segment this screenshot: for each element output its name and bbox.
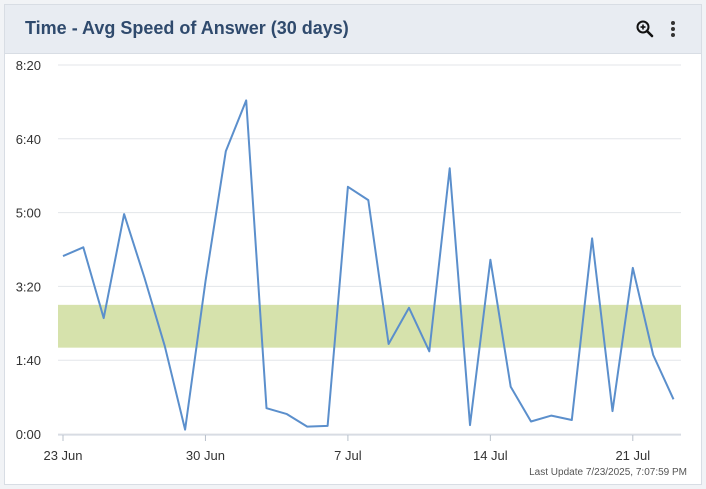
target-band	[58, 304, 681, 348]
x-tick-label: 7 Jul	[334, 448, 362, 463]
y-tick-label: 6:40	[16, 132, 41, 147]
widget-title: Time - Avg Speed of Answer (30 days)	[25, 18, 349, 38]
y-tick-label: 3:20	[16, 279, 41, 294]
line-chart: 0:00 1:40 3:20 5:00 6:40 8:20 23 Jun 30 Jun 7 Ju…	[16, 58, 681, 463]
last-update-text: Last Update 7/23/2025, 7:07:59 PM	[529, 467, 687, 478]
x-tick-label: 14 Jul	[473, 448, 508, 463]
y-tick-label: 5:00	[16, 206, 41, 221]
y-tick-label: 1:40	[16, 353, 41, 368]
zoom-in-icon[interactable]	[633, 17, 657, 41]
y-tick-label: 0:00	[16, 427, 41, 442]
x-tick-label: 30 Jun	[186, 448, 225, 463]
x-tick-label: 23 Jun	[43, 448, 82, 463]
y-tick-label: 8:20	[16, 58, 41, 73]
widget-header: Time - Avg Speed of Answer (30 days)	[5, 5, 701, 54]
more-vertical-icon[interactable]	[661, 17, 685, 41]
series-line	[62, 99, 675, 431]
chart-widget: Time - Avg Speed of Answer (30 days) 0:0…	[4, 4, 702, 485]
x-tick-label: 21 Jul	[615, 448, 650, 463]
